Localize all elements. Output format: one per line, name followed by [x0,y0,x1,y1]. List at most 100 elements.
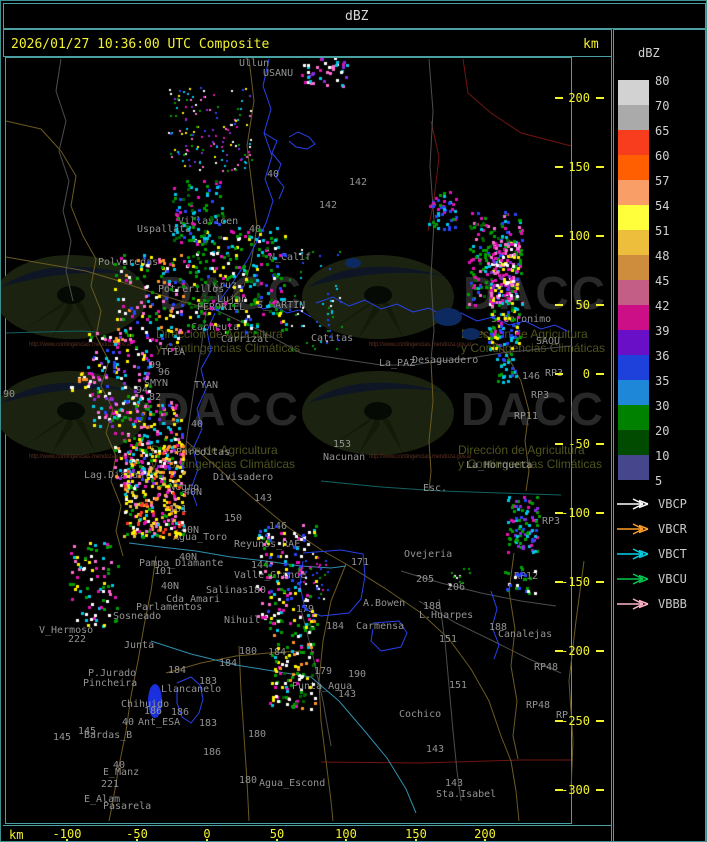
y-axis-label: 200 [568,91,590,105]
vector-arrow-icon [617,548,649,560]
y-axis-label: -100 [561,506,590,520]
y-axis-tick [555,235,563,237]
legend-swatch [618,130,649,155]
legend-swatch [618,180,649,205]
legend-value-label: 36 [655,349,670,363]
legend-value-label: 57 [655,174,670,188]
vector-label: VBCR [658,522,687,536]
bottom-axis-line [3,825,612,826]
legend-value-label: 65 [655,124,670,138]
y-axis-tick [555,97,563,99]
x-axis-tick [206,839,208,841]
legend-value-label: 39 [655,324,670,338]
x-axis-tick [136,839,138,841]
y-axis-label: -200 [561,644,590,658]
legend-swatch [618,80,649,105]
divider-line [611,57,612,841]
legend-value-label: 51 [655,224,670,238]
legend-value-label: 35 [655,374,670,388]
header-bar [3,29,612,57]
unit-label-bottom: km [9,828,24,842]
y-axis-tick [555,373,563,375]
y-axis-tick [596,235,604,237]
x-axis-label: -100 [52,827,82,841]
map-frame [5,57,572,824]
y-axis-tick [596,650,604,652]
x-axis-label: -50 [126,827,148,841]
legend-value-label: 30 [655,399,670,413]
legend-swatch [618,380,649,405]
legend-swatch [618,405,649,430]
y-axis-tick [555,650,563,652]
y-axis-tick [555,581,563,583]
legend-value-label: 42 [655,299,670,313]
legend-swatch [618,255,649,280]
y-axis-label: 0 [582,367,590,381]
legend-swatch [618,205,649,230]
x-axis-label: 150 [405,827,427,841]
legend-value-label: 45 [655,274,670,288]
legend-swatch [618,155,649,180]
y-axis-tick [596,97,604,99]
y-axis-label: 50 [575,298,590,312]
legend-swatch [618,280,649,305]
y-axis-tick [555,443,563,445]
y-axis-tick [555,304,563,306]
legend-swatch [618,105,649,130]
y-axis-tick [596,581,604,583]
y-axis-tick [596,512,604,514]
legend-swatch [618,305,649,330]
y-axis-tick [596,304,604,306]
y-axis-label: -300 [561,783,590,797]
vector-label: VBCT [658,547,687,561]
legend-swatch [618,330,649,355]
y-axis-tick [596,720,604,722]
map-path-road [568,560,585,792]
title-bar [3,3,706,29]
x-axis-label: 50 [269,827,285,841]
vector-label: VBBB [658,597,687,611]
y-axis-tick [555,166,563,168]
vector-label: VBCP [658,497,687,511]
y-axis-label: 100 [568,229,590,243]
legend-value-label: 54 [655,199,670,213]
legend-value-label: 80 [655,74,670,88]
x-axis-tick [345,839,347,841]
unit-label-top: km [583,37,599,52]
y-axis-tick [596,443,604,445]
vector-arrow-icon [617,598,649,610]
legend-swatch [618,455,649,480]
vector-arrow-icon [617,498,649,510]
y-axis-label: -250 [561,714,590,728]
page-title: dBZ [345,9,369,24]
y-axis-tick [555,720,563,722]
radar-echo-canvas [6,58,571,823]
y-axis-label: 150 [568,160,590,174]
x-axis-tick [484,839,486,841]
y-axis-tick [555,512,563,514]
legend-swatch [618,355,649,380]
legend-panel-frame [613,29,706,841]
legend-value-label: 5 [655,474,663,488]
vector-arrow-icon [617,523,649,535]
legend-value-label: 70 [655,99,670,113]
y-axis-label: -150 [561,575,590,589]
x-axis-label: 200 [474,827,496,841]
vector-label: VBCU [658,572,687,586]
x-axis-tick [415,839,417,841]
legend-value-label: 10 [655,449,670,463]
x-axis-tick [66,839,68,841]
x-axis-label: 100 [335,827,357,841]
x-axis-tick [276,839,278,841]
legend-value-label: 48 [655,249,670,263]
legend-title: dBZ [638,46,660,60]
legend-value-label: 60 [655,149,670,163]
legend-swatch [618,230,649,255]
vector-arrow-icon [617,573,649,585]
y-axis-tick [555,789,563,791]
legend-value-label: 20 [655,424,670,438]
x-axis-label: 0 [203,827,211,841]
y-axis-label: -50 [568,437,590,451]
legend-swatch [618,430,649,455]
